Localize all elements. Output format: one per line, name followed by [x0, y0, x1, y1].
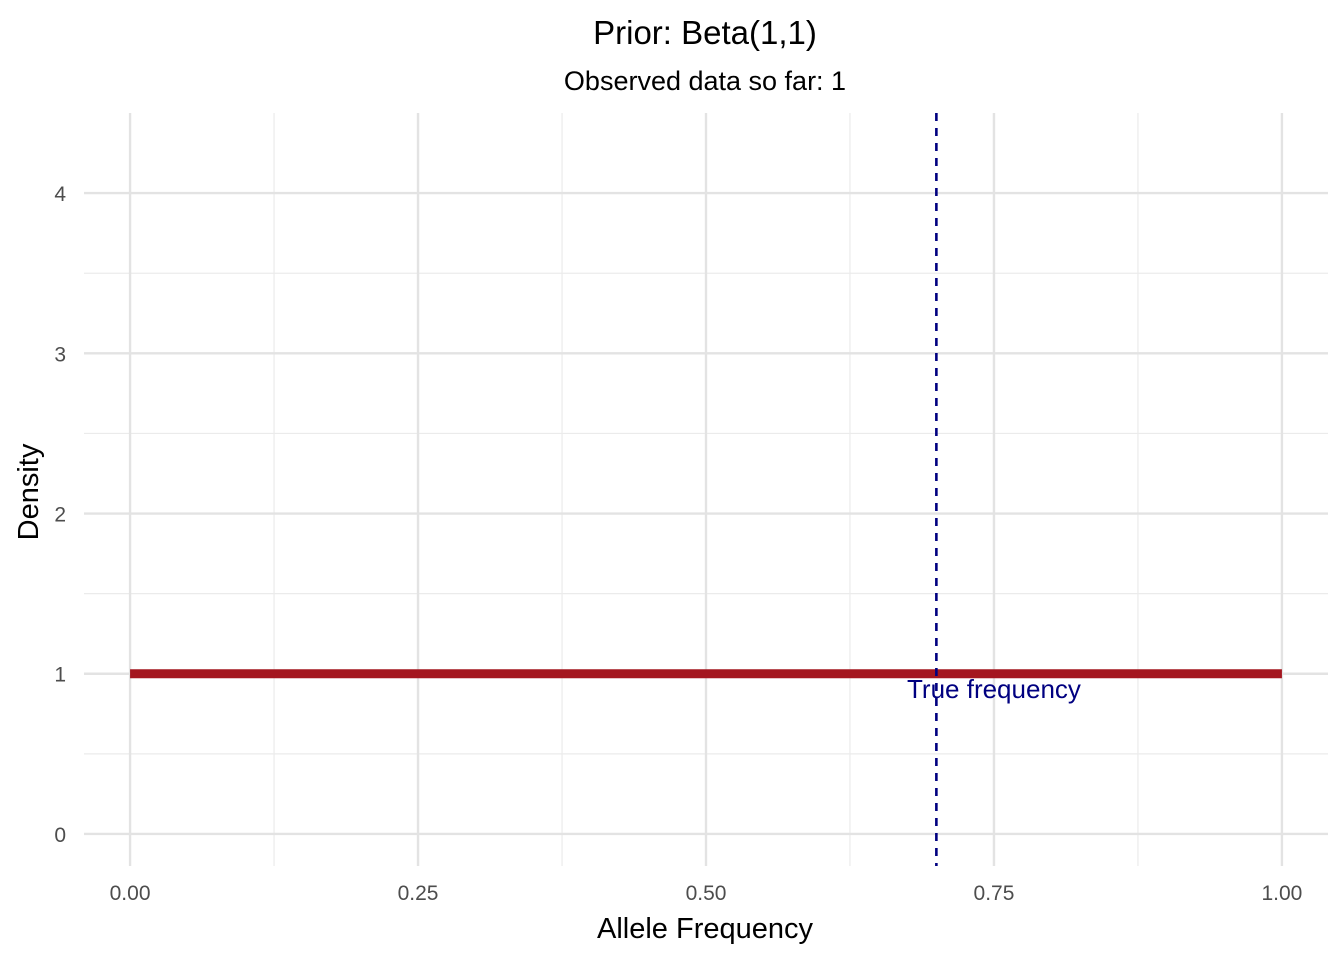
major-gridlines	[84, 113, 1328, 866]
y-tick-labels: 0 1 2 3 4	[54, 183, 66, 847]
x-tick-label: 0.75	[974, 882, 1015, 905]
chart-title: Prior: Beta(1,1)	[593, 14, 817, 51]
y-tick-label: 2	[54, 504, 66, 527]
true-frequency-label: True frequency	[907, 674, 1081, 704]
y-tick-label: 3	[54, 343, 66, 366]
x-tick-label: 1.00	[1261, 882, 1302, 905]
x-tick-label: 0.00	[110, 882, 151, 905]
chart-subtitle: Observed data so far: 1	[564, 66, 846, 96]
y-tick-label: 1	[54, 664, 66, 687]
x-tick-label: 0.25	[398, 882, 439, 905]
y-tick-label: 0	[54, 824, 66, 847]
x-axis-title: Allele Frequency	[597, 913, 813, 945]
x-tick-label: 0.50	[686, 882, 727, 905]
x-tick-labels: 0.00 0.25 0.50 0.75 1.00	[110, 882, 1303, 905]
annotation-layer: True frequency	[907, 674, 1081, 704]
y-axis-title: Density	[13, 443, 45, 540]
y-tick-label: 4	[54, 183, 66, 206]
